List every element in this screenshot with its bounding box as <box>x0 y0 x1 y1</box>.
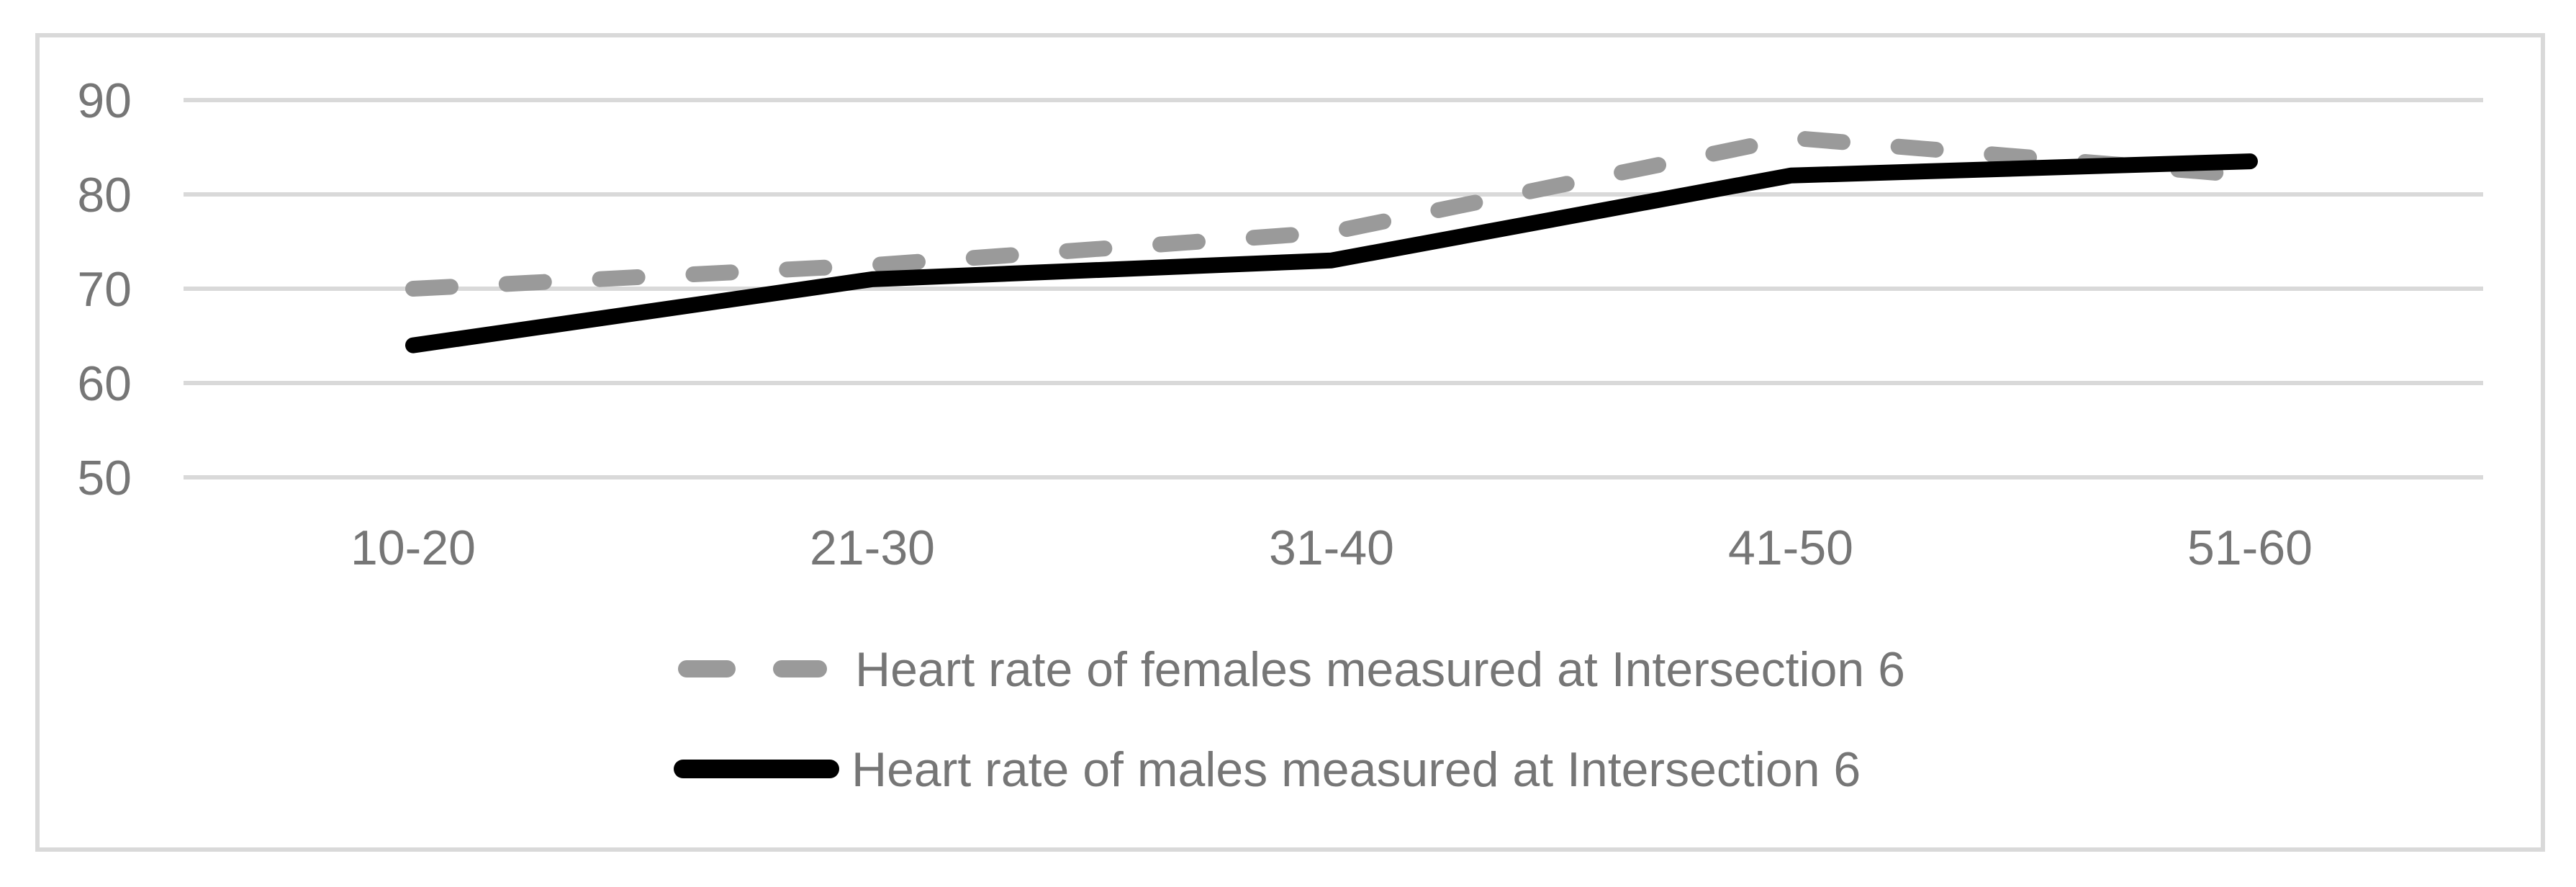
series-line-1 <box>405 153 2258 354</box>
gridlines <box>184 98 2483 479</box>
x-tick-label-31-40: 31-40 <box>1269 521 1394 575</box>
y-tick-label-80: 80 <box>77 168 132 222</box>
x-axis-labels: 10-20 21-30 31-40 41-50 51-60 <box>351 521 2313 575</box>
x-tick-label-51-60: 51-60 <box>2187 521 2313 575</box>
x-tick-label-21-30: 21-30 <box>810 521 935 575</box>
y-tick-label-70: 70 <box>77 262 132 317</box>
y-tick-label-60: 60 <box>77 356 132 411</box>
legend-label-1: Heart rate of males measured at Intersec… <box>851 742 1861 797</box>
y-tick-label-50: 50 <box>77 451 132 505</box>
y-axis-labels: 90 80 70 60 50 <box>77 73 132 505</box>
x-tick-label-10-20: 10-20 <box>351 521 476 575</box>
y-tick-label-90: 90 <box>77 73 132 128</box>
series-line-0 <box>405 130 2258 297</box>
series-lines <box>405 130 2258 354</box>
legend-label-0: Heart rate of females measured at Inters… <box>855 642 1905 697</box>
legend: Heart rate of females measured at Inters… <box>674 642 1905 797</box>
x-tick-label-41-50: 41-50 <box>1728 521 1853 575</box>
